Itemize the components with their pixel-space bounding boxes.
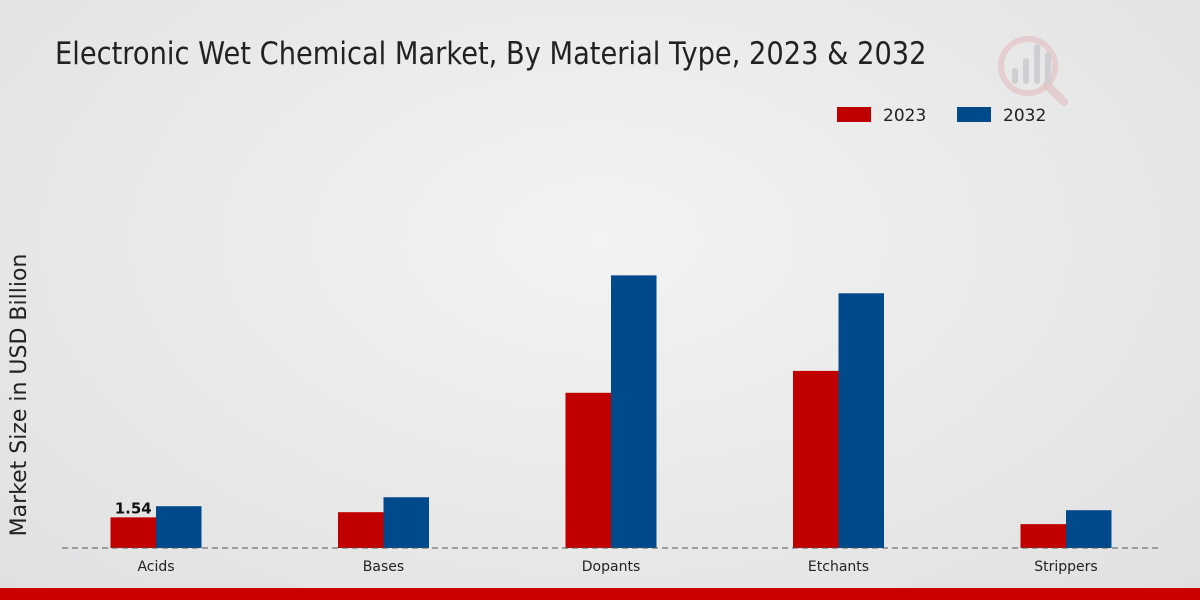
bar-etchants-2032	[838, 293, 884, 548]
bar-acids-2032	[156, 506, 202, 548]
bar-strippers-2023	[1020, 524, 1066, 548]
x-tick-label-dopants: Dopants	[582, 559, 640, 575]
x-tick-label-strippers: Strippers	[1034, 559, 1097, 575]
bar-etchants-2023	[793, 370, 839, 548]
legend-swatch-2023	[837, 107, 871, 122]
y-axis-label: Market Size in USD Billion	[7, 254, 32, 537]
bars-layer	[110, 275, 1112, 548]
bar-dopants-2032	[611, 275, 657, 548]
x-tick-label-acids: Acids	[137, 559, 174, 575]
labels-layer: Acids Bases Dopants Etchants Strippers 1.54	[115, 499, 1098, 575]
legend: 2023 2032	[837, 106, 1046, 126]
bar-bases-2023	[338, 512, 384, 548]
chart-title: Electronic Wet Chemical Market, By Mater…	[55, 36, 927, 72]
bar-strippers-2032	[1066, 510, 1112, 548]
bar-acids-2023	[110, 517, 156, 548]
bar-dopants-2023	[565, 392, 611, 548]
bottom-accent-bar	[0, 588, 1200, 600]
legend-swatch-2032	[957, 107, 991, 122]
watermark-logo-icon	[998, 36, 1068, 106]
legend-label-2023: 2023	[883, 106, 926, 126]
x-tick-label-bases: Bases	[363, 559, 404, 575]
legend-label-2032: 2032	[1003, 106, 1046, 126]
x-tick-label-etchants: Etchants	[808, 559, 869, 575]
bar-bases-2032	[383, 497, 429, 548]
data-label-acids-2023: 1.54	[115, 499, 152, 517]
